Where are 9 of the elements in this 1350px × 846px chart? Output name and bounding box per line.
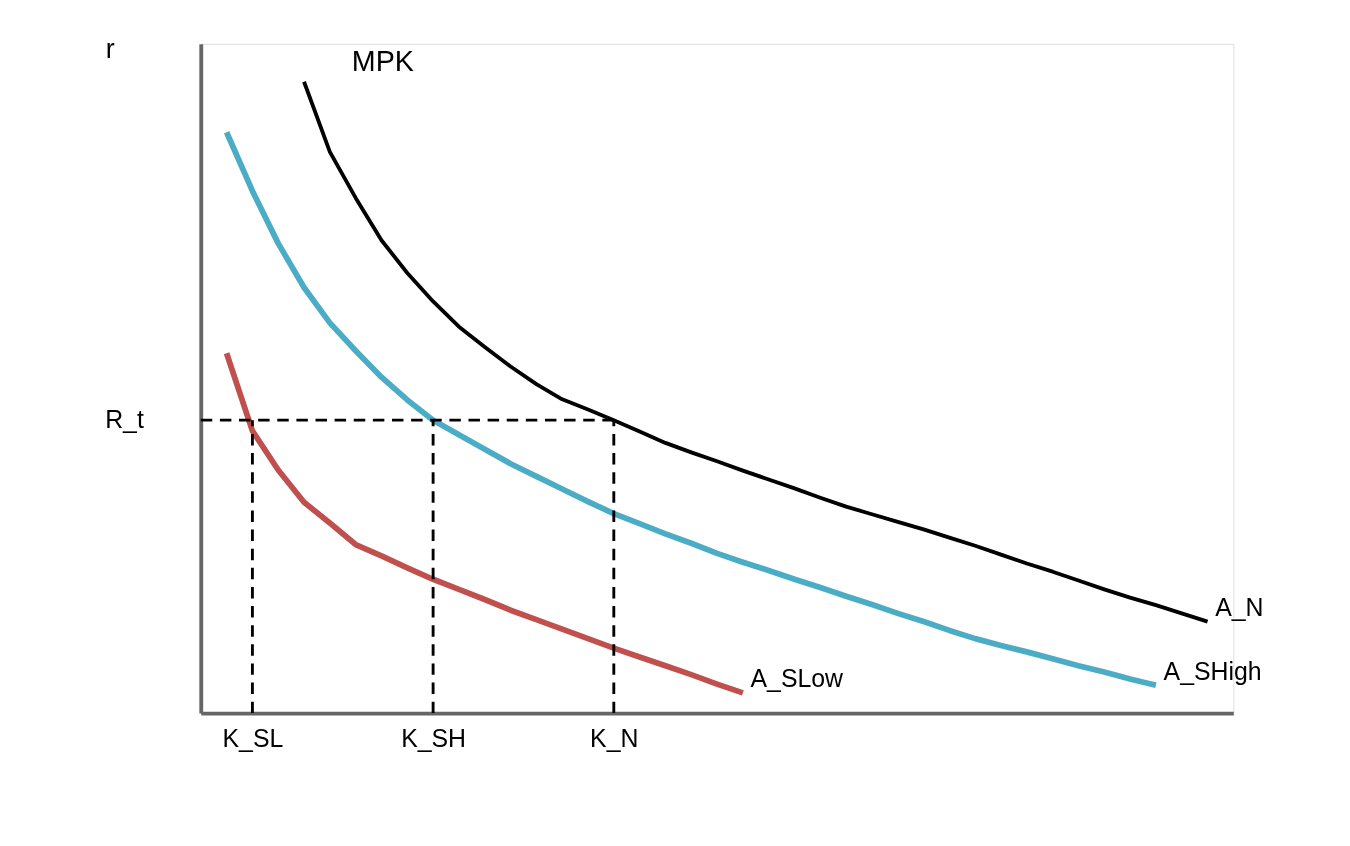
series-label: A_SLow (750, 665, 844, 693)
x-tick-label: K_SH (401, 725, 467, 753)
series-label: A_SHigh (1163, 657, 1262, 685)
series-label: A_N (1215, 593, 1264, 621)
y-axis-title: r (105, 33, 115, 64)
ref-line-label: R_t (105, 405, 144, 433)
x-tick-label: K_SL (222, 725, 284, 753)
text: MPK (351, 45, 414, 78)
x-tick-label: K_N (590, 725, 639, 753)
